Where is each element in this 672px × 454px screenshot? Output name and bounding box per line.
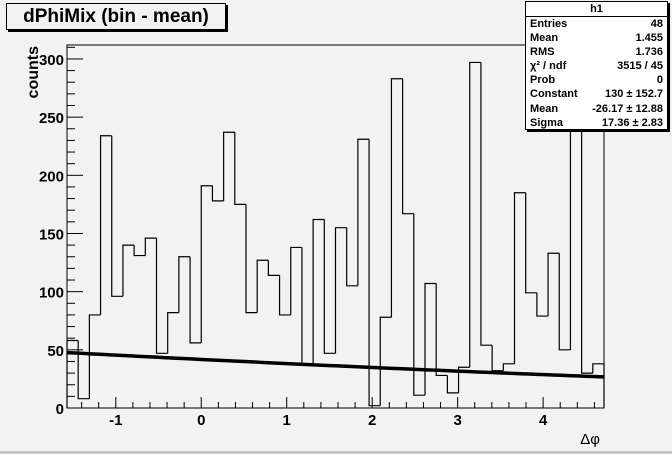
histogram-bin <box>525 192 537 294</box>
x-tick-label: 0 <box>197 412 205 429</box>
y-tick-label: 50 <box>47 343 64 360</box>
stats-row: Mean -26.17 ± 12.88 <box>526 102 667 117</box>
stats-value: 0 <box>656 74 663 86</box>
histogram-bin <box>223 131 235 201</box>
histogram-bin <box>346 227 358 287</box>
histogram-bin <box>245 204 258 314</box>
stats-row: Mean 1.455 <box>526 31 667 45</box>
histogram-bin <box>513 192 526 364</box>
y-axis: 0 50 100 150 200 250 300 <box>39 46 83 418</box>
histogram-bin <box>66 339 79 408</box>
x-tick-label: -1 <box>109 412 122 429</box>
stats-value: 17.36 ± 2.83 <box>601 117 663 129</box>
stats-row: Prob 0 <box>526 73 667 87</box>
stats-label: χ² / ndf <box>530 60 567 72</box>
histogram-bin <box>278 275 291 316</box>
histogram-bin <box>267 260 280 276</box>
stats-label: RMS <box>530 46 555 58</box>
histogram-bin <box>256 259 269 313</box>
stats-value: 3515 / 45 <box>617 60 663 72</box>
histogram-bin <box>234 132 246 205</box>
histogram-bin <box>446 375 459 394</box>
histogram-bin <box>413 213 425 396</box>
stats-row: Sigma 17.36 ± 2.83 <box>526 116 667 131</box>
stats-row: Entries 48 <box>526 17 667 31</box>
stats-value: 1.736 <box>635 46 663 58</box>
stats-value: 1.455 <box>635 32 663 44</box>
histogram-bin <box>390 78 403 318</box>
histogram-bin <box>435 283 448 377</box>
histogram-bin <box>178 256 191 313</box>
stats-value: 48 <box>650 18 663 30</box>
histogram-bin <box>357 138 370 286</box>
histogram-bin <box>323 219 336 354</box>
histogram-bin <box>189 256 202 344</box>
stats-value: -26.17 ± 12.88 <box>592 102 663 115</box>
y-tick-label: 300 <box>39 52 64 69</box>
x-tick-label: 1 <box>283 412 291 429</box>
histogram-bin <box>536 292 549 317</box>
stats-value: 130 ± 152.7 <box>604 88 663 100</box>
histogram-bin <box>122 244 135 297</box>
y-tick-label: 250 <box>39 110 64 127</box>
stats-label: Sigma <box>530 117 564 129</box>
gaussian-fit-curve <box>66 350 605 379</box>
histogram-bin <box>133 245 146 257</box>
histogram-bin <box>155 238 168 354</box>
stats-label: Constant <box>530 88 578 100</box>
stats-row: χ² / ndf 3515 / 45 <box>526 59 667 73</box>
y-tick-label: 100 <box>39 285 64 302</box>
histogram-bin <box>424 282 437 396</box>
x-axis: -1 0 1 2 3 4 <box>81 397 595 429</box>
histogram-bin <box>167 311 179 354</box>
x-tick-label: 2 <box>368 412 376 429</box>
y-tick-label: 0 <box>56 401 64 418</box>
y-axis-label: counts <box>25 46 42 99</box>
histogram-bin <box>502 363 515 371</box>
histogram-bin <box>558 253 571 351</box>
y-tick-label: 150 <box>39 226 64 243</box>
histogram-bin <box>312 218 325 364</box>
stats-label: Mean <box>530 102 559 115</box>
histogram-bin <box>88 314 101 399</box>
histogram-bin <box>290 246 302 315</box>
histogram-bin <box>368 139 381 407</box>
stats-label: Mean <box>530 32 559 44</box>
histogram-bin <box>144 237 157 256</box>
histogram-bin <box>211 185 224 202</box>
stats-row: Constant 130 ± 152.7 <box>526 87 667 102</box>
window-border <box>0 451 672 454</box>
stats-row: RMS 1.736 <box>526 45 667 59</box>
histogram-bin <box>547 252 560 317</box>
plot-title: dPhiMix (bin - mean) <box>6 3 226 30</box>
histogram-bin <box>111 135 123 297</box>
histogram-bin <box>581 105 593 374</box>
stats-box: h1 Entries 48 Mean 1.455 RMS 1.736 χ² / ndf 351… <box>525 1 668 130</box>
histogram-bin <box>592 363 605 408</box>
histogram-bin <box>491 345 504 372</box>
histogram-bin <box>99 135 112 315</box>
histogram-bins <box>66 61 605 408</box>
histogram-bin <box>457 366 470 393</box>
histogram-bin <box>200 185 213 343</box>
x-tick-label: 3 <box>453 412 461 429</box>
histogram-bin <box>469 61 481 368</box>
x-tick-label: 4 <box>539 412 548 429</box>
stats-histogram-name: h1 <box>526 2 667 17</box>
histogram-bin <box>480 62 493 346</box>
histogram-bin <box>334 227 347 354</box>
histogram-bin <box>402 78 414 215</box>
stats-label: Entries <box>530 18 568 30</box>
histogram-bin <box>77 340 90 400</box>
histogram-bin <box>379 316 392 406</box>
x-axis-label: Δφ <box>580 431 600 448</box>
y-tick-label: 200 <box>39 168 64 185</box>
stats-label: Prob <box>530 74 556 86</box>
